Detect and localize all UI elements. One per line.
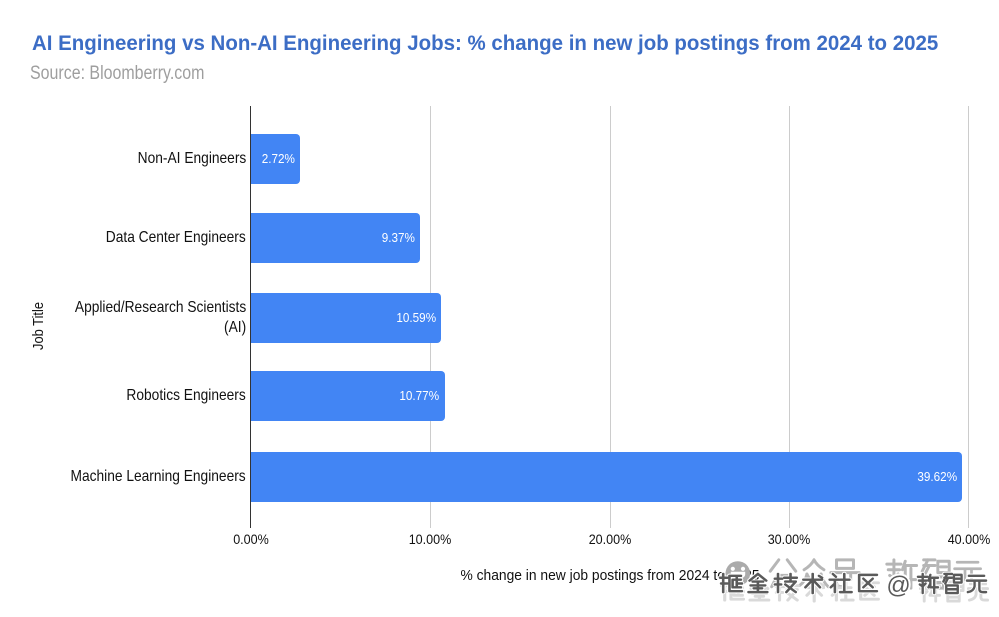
- svg-text:@: @: [886, 572, 910, 599]
